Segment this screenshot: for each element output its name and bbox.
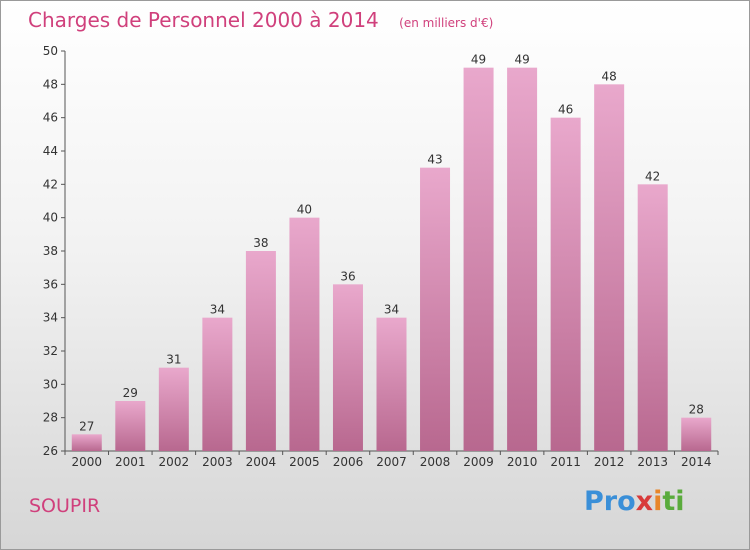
bar-2006 [332,284,363,451]
bar-2004 [245,251,276,451]
y-tick-label: 32 [43,344,58,358]
bar-2002 [158,367,189,451]
y-tick-label: 42 [43,177,58,191]
bar-2003 [202,317,233,451]
y-tick-label: 48 [43,77,58,91]
data-label-2010: 49 [514,53,529,67]
bar-2008 [420,167,451,451]
data-label-2011: 46 [558,103,573,117]
x-tick-label: 2001 [115,455,146,469]
y-tick-label: 46 [43,111,58,125]
bar-2013 [637,184,668,452]
y-tick-label: 30 [43,377,58,391]
chart-axes: 26 28 30 32 34 36 38 40 42 44 46 48 50 2000 2001 2002 20… [43,44,719,469]
x-tick-label: 2007 [376,455,407,469]
x-tick-label: 2012 [594,455,625,469]
y-tick-label: 36 [43,277,58,291]
data-label-2003: 34 [210,303,225,317]
x-tick-label: 2010 [507,455,538,469]
y-tick-label: 44 [43,144,58,158]
x-tick-label: 2008 [420,455,451,469]
chart-title: Charges de Personnel 2000 à 2014 (en mil… [28,8,493,32]
data-label-2006: 36 [340,269,355,283]
data-label-2007: 34 [384,303,399,317]
y-tick-label: 34 [43,311,58,325]
x-tick-label: 2011 [550,455,581,469]
data-label-2008: 43 [427,153,442,167]
data-label-2000: 27 [79,419,94,433]
y-tick-label: 28 [43,411,58,425]
bar-2011 [550,117,581,452]
data-label-2005: 40 [297,203,312,217]
bar-2000 [71,434,102,451]
data-label-2014: 28 [689,403,704,417]
bar-2001 [115,401,146,451]
x-tick-label: 2000 [71,455,102,469]
data-label-2013: 42 [645,169,660,183]
data-label-2009: 49 [471,53,486,67]
bar-2014 [681,417,712,451]
data-label-2002: 31 [166,353,181,367]
x-tick-label: 2003 [202,455,233,469]
chart-subtitle: (en milliers d'€) [399,16,494,30]
bar-2009 [463,67,494,452]
y-tick-label: 38 [43,244,58,258]
data-label-2004: 38 [253,236,268,250]
x-tick-label: 2014 [681,455,712,469]
x-tick-label: 2005 [289,455,320,469]
chart-data-labels: 27 29 31 34 38 40 36 34 43 49 49 46 48 42 28 [79,53,704,434]
x-tick-label: 2004 [246,455,277,469]
y-tick-label: 26 [43,444,58,458]
data-label-2012: 48 [602,69,617,83]
data-label-2001: 29 [123,386,138,400]
commune-name: SOUPIR [29,495,101,517]
proxiti-logo: Proxiti [584,486,685,517]
bar-2012 [594,84,625,451]
y-tick-label: 50 [43,44,58,58]
bar-2007 [376,317,407,451]
x-tick-label: 2006 [333,455,364,469]
x-tick-label: 2013 [637,455,668,469]
chart-bars [71,67,712,452]
chart-title-text: Charges de Personnel 2000 à 2014 [28,8,379,32]
x-tick-label: 2009 [463,455,494,469]
bar-2005 [289,217,320,451]
x-tick-label: 2002 [159,455,190,469]
bar-2010 [507,67,538,452]
y-tick-label: 40 [43,211,58,225]
